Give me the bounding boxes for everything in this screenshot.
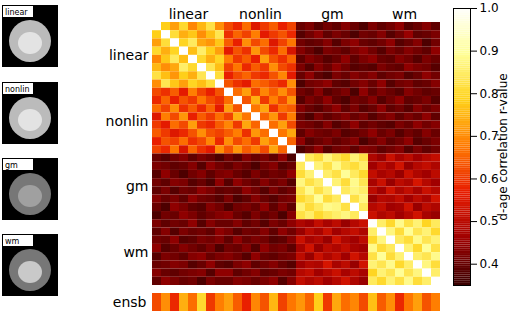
svg-text:gm: gm — [321, 6, 344, 22]
svg-text:gm: gm — [126, 178, 149, 194]
svg-text:nonlin: nonlin — [239, 6, 282, 22]
svg-text:linear: linear — [5, 8, 28, 17]
svg-text:ensb: ensb — [113, 294, 147, 310]
svg-text:0.5: 0.5 — [479, 214, 499, 229]
svg-text:linear: linear — [169, 6, 209, 22]
svg-text:gm: gm — [5, 161, 18, 170]
svg-text:nonlin: nonlin — [106, 113, 149, 129]
svg-text:wm: wm — [123, 244, 148, 260]
svg-text:0.6: 0.6 — [479, 171, 499, 186]
svg-text:1.0: 1.0 — [480, 1, 499, 15]
svg-text:0.4: 0.4 — [480, 257, 499, 271]
svg-text:0.9: 0.9 — [480, 44, 499, 58]
svg-text:0.7: 0.7 — [479, 129, 499, 144]
svg-text:wm: wm — [392, 6, 417, 22]
svg-text:0.8: 0.8 — [479, 86, 499, 101]
svg-text:wm: wm — [5, 237, 20, 246]
svg-text:d-age correlation r-value: d-age correlation r-value — [496, 73, 510, 220]
svg-text:linear: linear — [109, 47, 149, 63]
svg-text:nonlin: nonlin — [5, 85, 30, 94]
